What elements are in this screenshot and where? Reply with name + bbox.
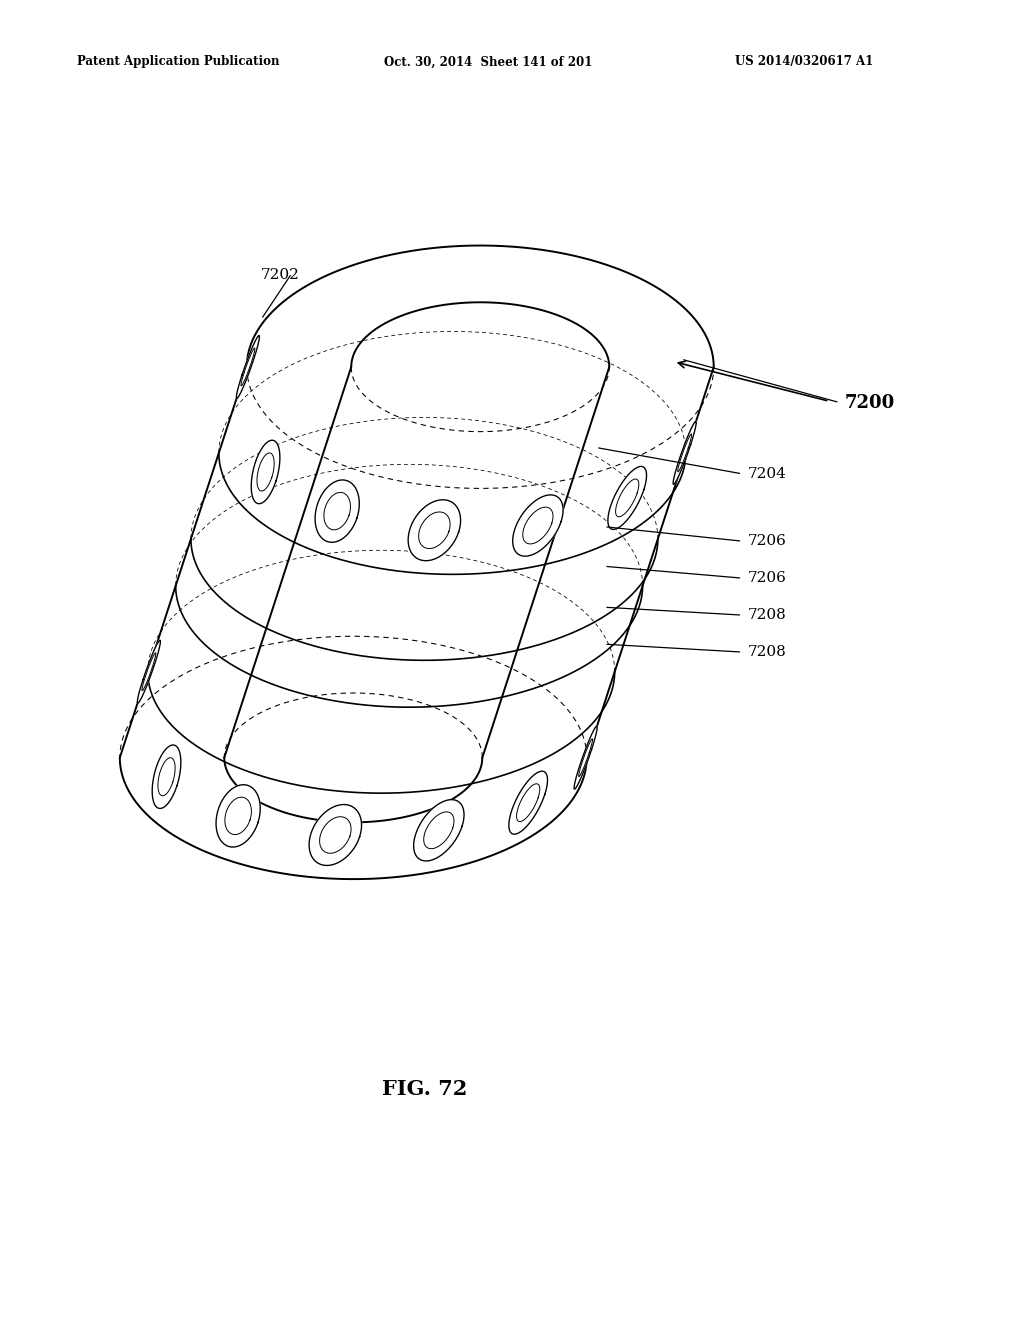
Text: 7208: 7208 (748, 609, 786, 622)
Text: 7206: 7206 (748, 535, 786, 548)
Polygon shape (315, 480, 359, 543)
Text: FIG. 72: FIG. 72 (382, 1078, 468, 1100)
Polygon shape (153, 744, 181, 808)
Polygon shape (608, 466, 646, 529)
Polygon shape (414, 800, 464, 861)
Polygon shape (237, 335, 259, 399)
Text: Oct. 30, 2014  Sheet 141 of 201: Oct. 30, 2014 Sheet 141 of 201 (384, 55, 592, 69)
Text: 7206: 7206 (748, 572, 786, 585)
Text: Patent Application Publication: Patent Application Publication (77, 55, 280, 69)
Text: 7204: 7204 (748, 467, 786, 480)
Polygon shape (673, 421, 696, 484)
Text: 7208: 7208 (748, 645, 786, 659)
Polygon shape (309, 804, 361, 866)
Polygon shape (509, 771, 548, 834)
Text: 7200: 7200 (845, 393, 895, 412)
Polygon shape (251, 441, 280, 504)
Polygon shape (216, 784, 260, 847)
Text: 7202: 7202 (261, 268, 300, 281)
Polygon shape (137, 640, 161, 704)
Polygon shape (574, 726, 597, 789)
Text: US 2014/0320617 A1: US 2014/0320617 A1 (735, 55, 873, 69)
Polygon shape (409, 500, 461, 561)
Polygon shape (513, 495, 563, 556)
